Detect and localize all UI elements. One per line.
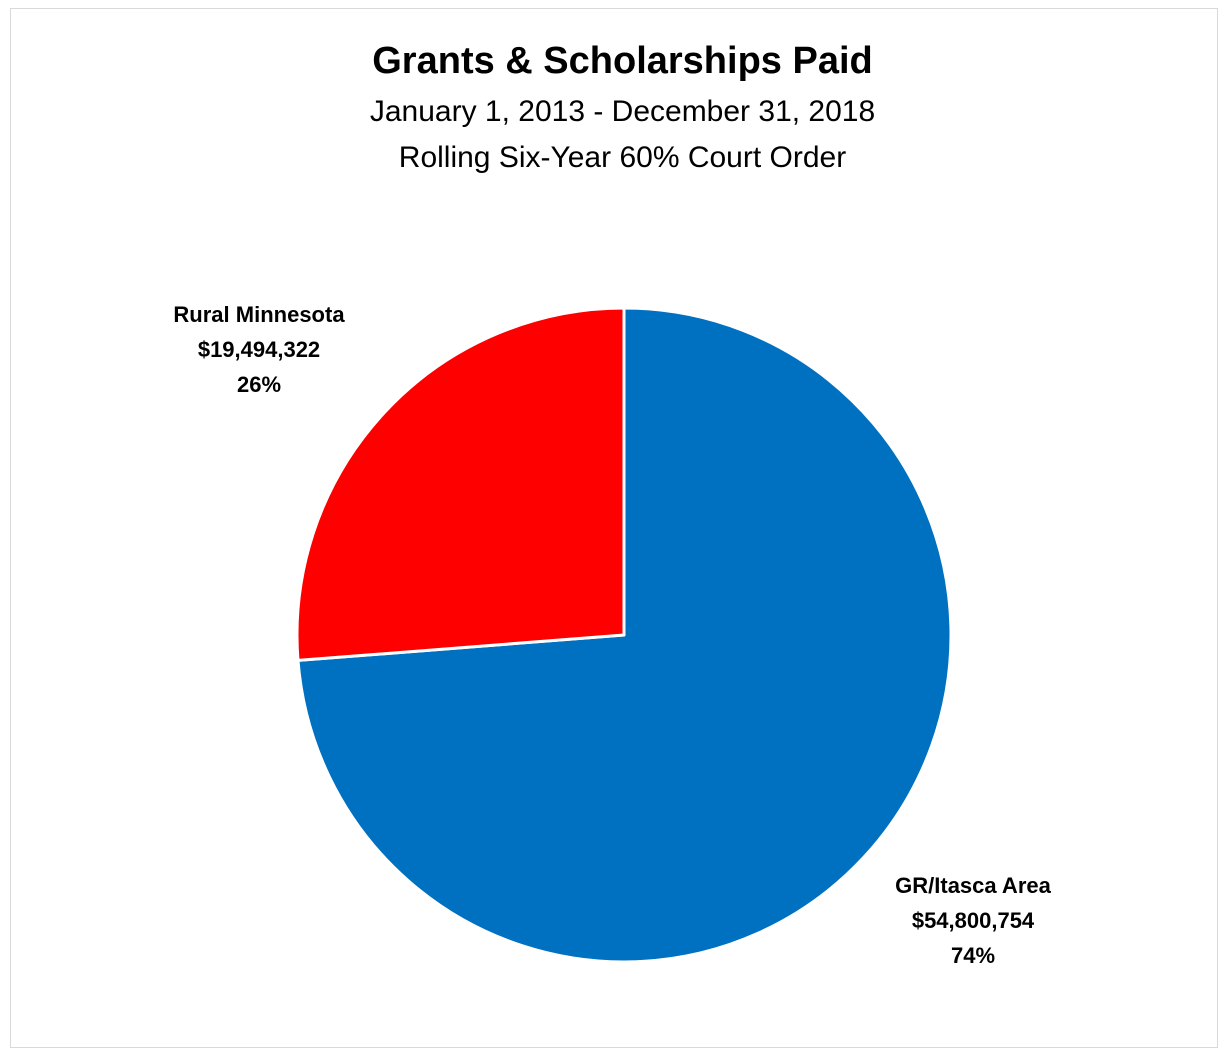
- slice-label-percent: 74%: [950, 943, 996, 968]
- slice-label-value: $54,800,754: [911, 908, 1035, 933]
- slice-label-value: $19,494,322: [197, 337, 321, 362]
- pie-slice-rural-minnesota: [295, 306, 626, 662]
- slice-label-name: GR/Itasca Area: [895, 873, 1051, 898]
- data-label-gr-itasca-area: GR/Itasca Area $54,800,754 74%: [823, 868, 1123, 973]
- slice-label-percent: 26%: [236, 372, 282, 397]
- chart-subtitle-court-order: Rolling Six-Year 60% Court Order: [398, 141, 847, 174]
- chart-title: Grants & Scholarships Paid: [372, 40, 873, 82]
- slice-label-name: Rural Minnesota: [173, 302, 345, 327]
- chart-subtitle-date-range: January 1, 2013 - December 31, 2018: [369, 95, 876, 128]
- data-label-rural-minnesota: Rural Minnesota $19,494,322 26%: [109, 297, 409, 402]
